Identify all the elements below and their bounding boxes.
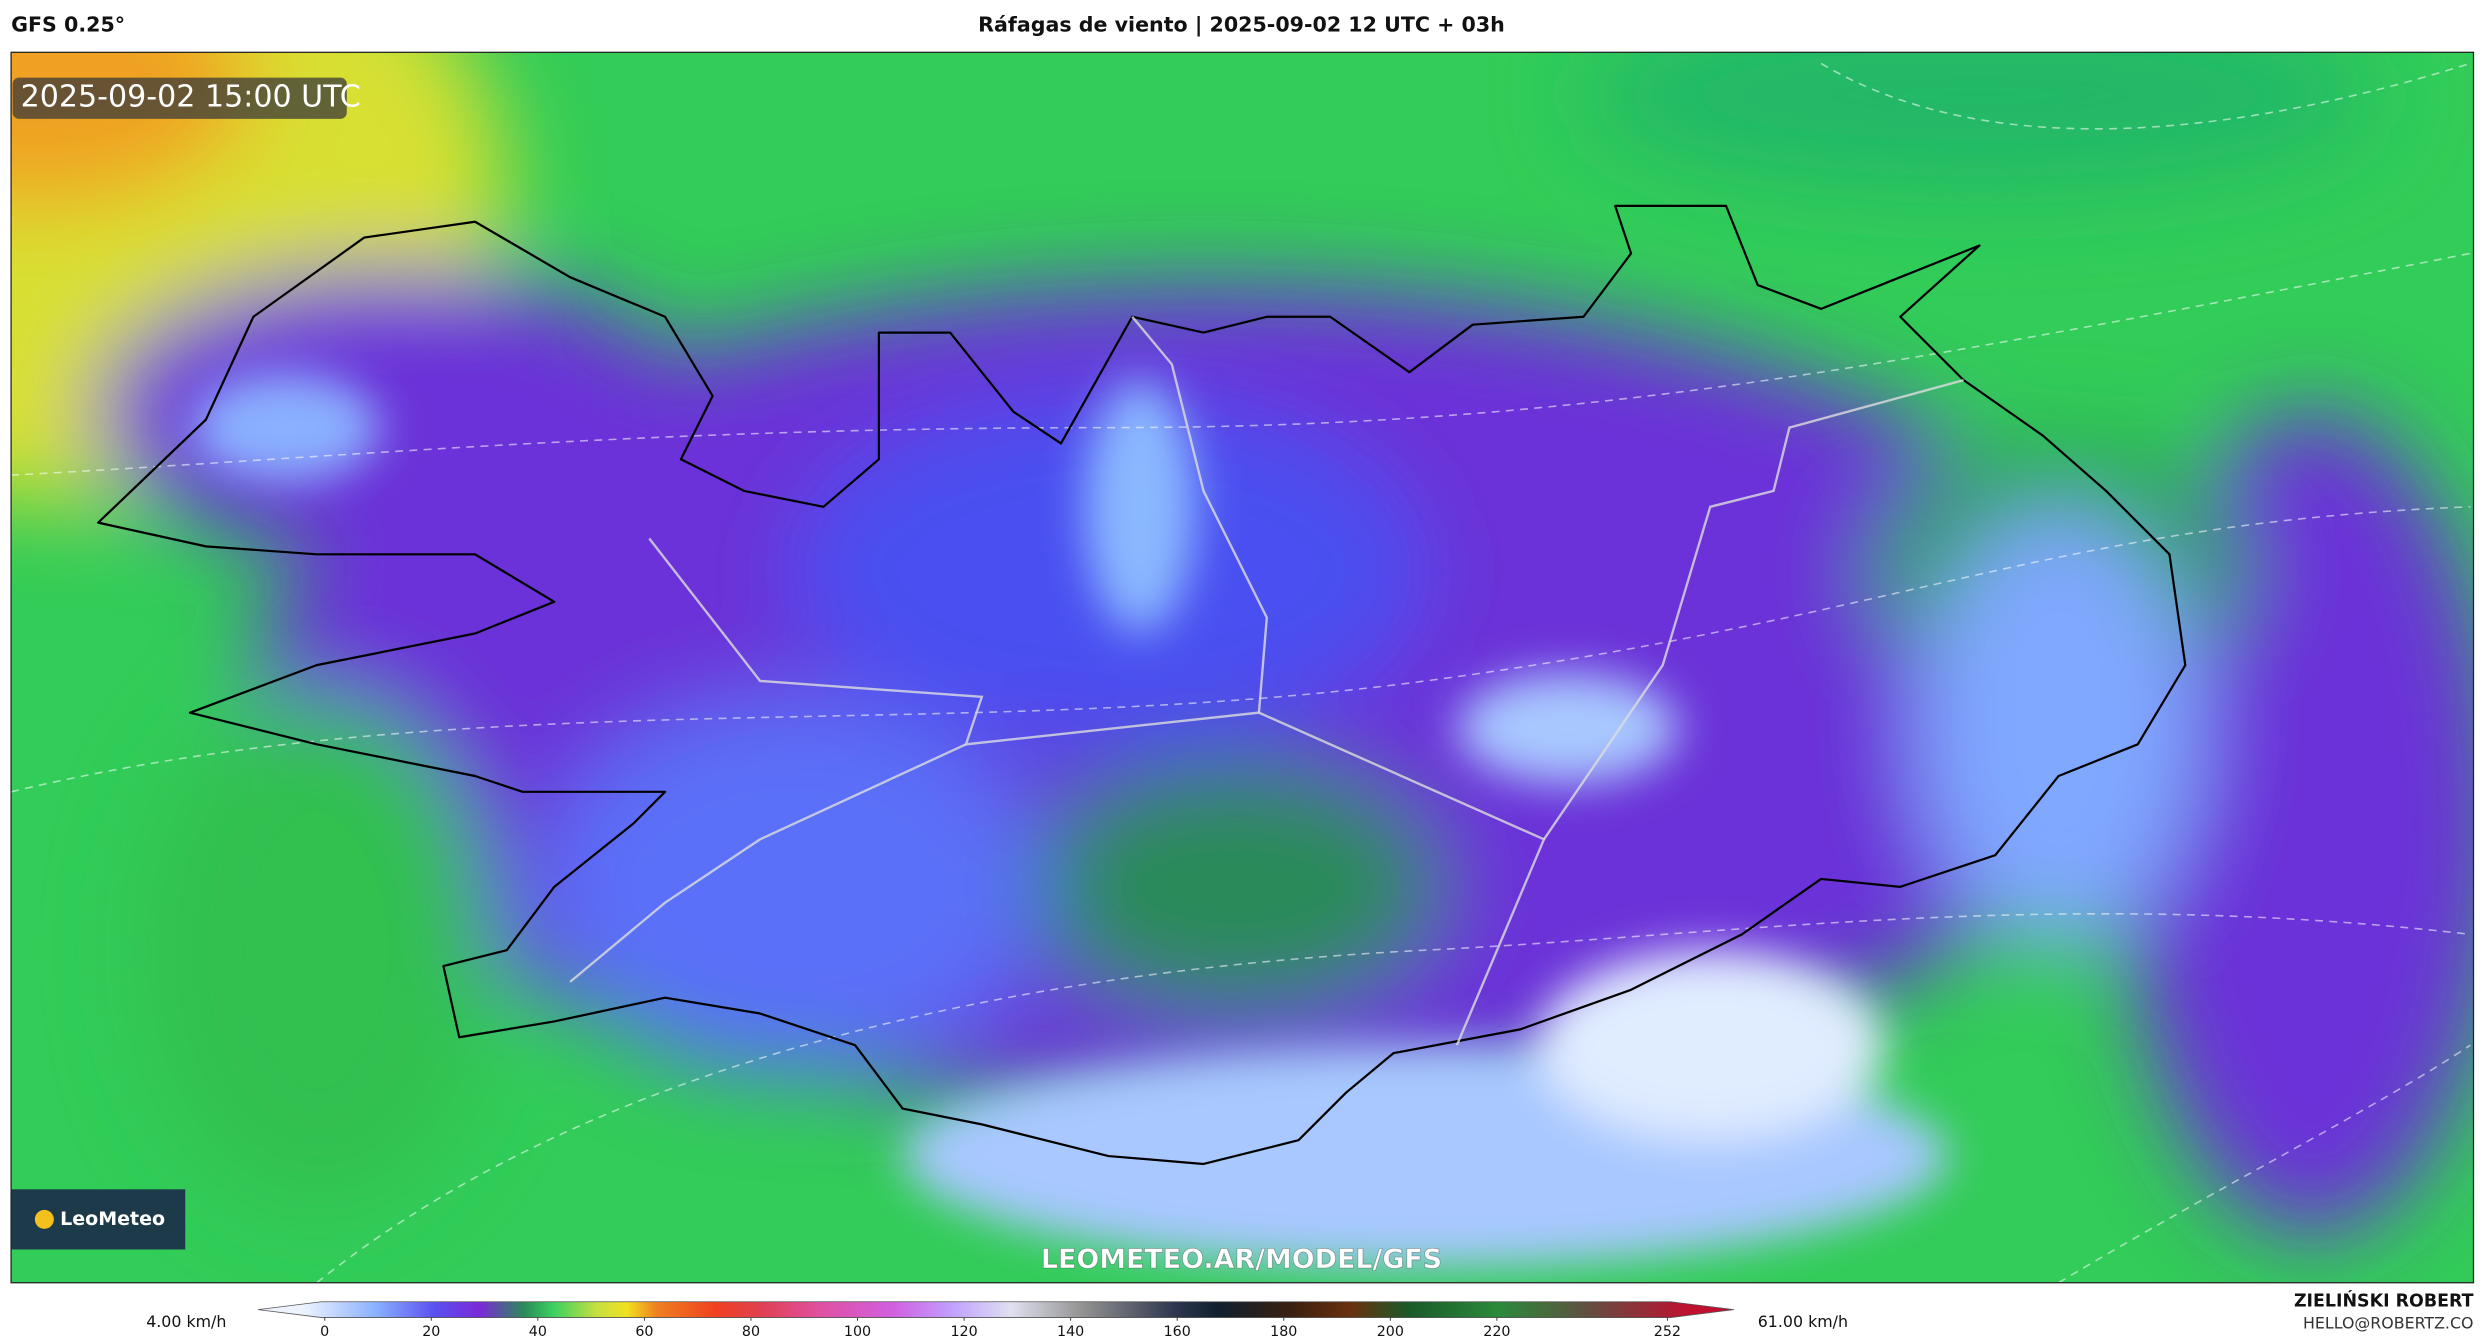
isoline <box>11 252 2471 476</box>
field-green-2 <box>142 696 491 1204</box>
colorbar: 0 20 40 60 80 100 120 140 160 180 200 220 252 <box>258 1301 1735 1339</box>
isoline <box>11 505 2471 793</box>
wind-field <box>11 52 2474 1236</box>
field-blue-2 <box>538 696 1046 1077</box>
colorbar-tick-label: 180 <box>1270 1324 1297 1339</box>
map-title: Ráfagas de viento | 2025-09-02 12 UTC + … <box>978 12 1505 37</box>
colorbar-tick-label: 20 <box>422 1324 440 1339</box>
map-frame <box>10 51 2475 1284</box>
isolines <box>11 62 2471 1283</box>
colorbar-tick-label: 200 <box>1377 1324 1404 1339</box>
colorbar-tick-label: 220 <box>1483 1324 1510 1339</box>
colorbar-tick-label: 40 <box>529 1324 547 1339</box>
isoline <box>2058 1044 2471 1283</box>
time-badge <box>12 77 347 119</box>
colorbar-tick-label: 0 <box>320 1324 329 1339</box>
email: HELLO@ROBERTZ.CO <box>2303 1313 2473 1332</box>
field-light-5 <box>190 372 381 484</box>
colorbar-tick-label: 120 <box>950 1324 977 1339</box>
field-lightblue <box>1916 506 2202 951</box>
colorbar-tick-label: 100 <box>844 1324 871 1339</box>
wind-field-detail <box>190 372 1948 1267</box>
valid-time: 2025-09-02 15:00 UTC <box>21 80 361 115</box>
colorbar-bar <box>258 1301 1735 1318</box>
isoline <box>1820 62 2471 130</box>
colorbar-min-label: 4.00 km/h <box>146 1312 226 1331</box>
field-light-1 <box>1084 380 1196 634</box>
road <box>1131 316 1269 713</box>
colorbar-tick-label: 80 <box>742 1324 760 1339</box>
author: ZIELIŃSKI ROBERT <box>2294 1290 2474 1312</box>
colorbar-tick-label: 160 <box>1164 1324 1191 1339</box>
road <box>569 743 967 983</box>
field-green-dark <box>1583 52 2376 191</box>
field-light-4 <box>1536 950 1885 1141</box>
model-label: GFS 0.25° <box>11 12 125 36</box>
isoline <box>316 913 2471 1283</box>
road <box>1542 378 1964 841</box>
field-purple-2 <box>95 269 697 555</box>
field-teal <box>1029 760 1442 1014</box>
colorbar-tick-label: 140 <box>1057 1324 1084 1339</box>
coastline <box>97 204 2187 1166</box>
roads <box>569 316 1964 1046</box>
logo-sun <box>34 1209 54 1229</box>
field-light-2 <box>1456 673 1679 784</box>
map-area: 2025-09-02 15:00 UTC LeoMeteo LEOMETEO.A… <box>11 52 2474 1283</box>
colorbar-tick-label: 60 <box>635 1324 653 1339</box>
logo-text: LeoMeteo <box>60 1208 165 1230</box>
colorbar-max-label: 61.00 km/h <box>1758 1312 1848 1331</box>
source-url: LEOMETEO.AR/MODEL/GFS <box>1041 1244 1442 1275</box>
colorbar-tick-label: 252 <box>1654 1324 1681 1339</box>
